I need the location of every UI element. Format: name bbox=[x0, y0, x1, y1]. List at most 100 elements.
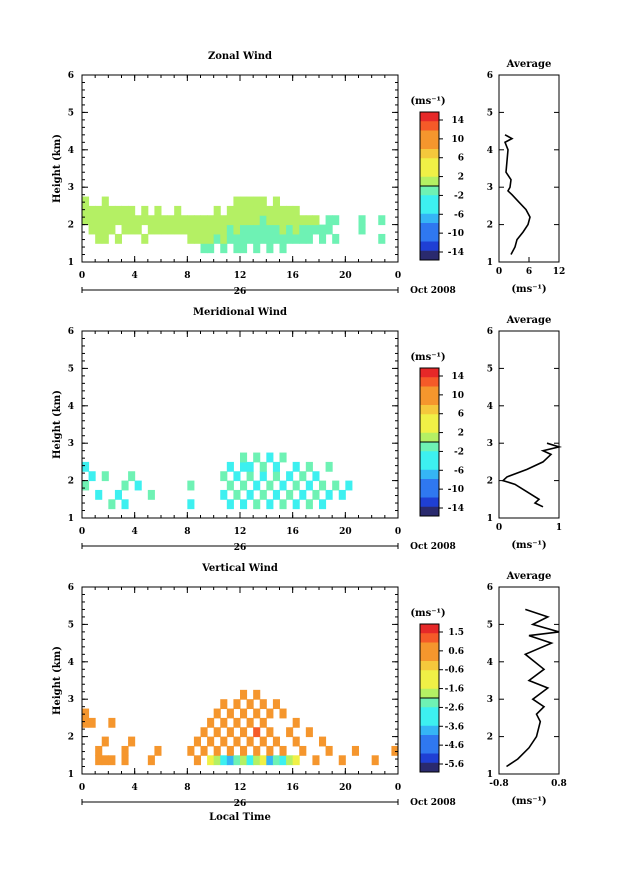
heat-cell bbox=[154, 215, 162, 226]
heat-cell bbox=[193, 736, 201, 747]
colorbar-swatch bbox=[420, 377, 439, 387]
colorbar-swatch bbox=[420, 442, 439, 452]
average-y-tick-label: 5 bbox=[487, 364, 493, 374]
average-y-tick-label: 5 bbox=[487, 620, 493, 630]
heat-cell bbox=[82, 461, 90, 472]
heat-cell bbox=[200, 215, 208, 226]
heat-cell bbox=[259, 224, 267, 235]
heat-cell bbox=[108, 215, 116, 226]
heat-cell bbox=[174, 205, 182, 216]
x-tick-label: 8 bbox=[184, 271, 190, 281]
heat-cell bbox=[259, 717, 267, 728]
average-x-tick-label: 6 bbox=[526, 267, 532, 277]
heat-cell bbox=[253, 224, 261, 235]
heat-cell bbox=[207, 215, 215, 226]
heat-cell bbox=[220, 471, 228, 482]
average-x-tick-label: 0.8 bbox=[551, 779, 567, 789]
heat-cell bbox=[279, 708, 287, 719]
x-tick-label: 0 bbox=[395, 271, 401, 281]
heat-cell bbox=[101, 196, 109, 207]
heat-cell bbox=[233, 717, 241, 728]
heat-cell bbox=[266, 205, 274, 216]
heat-cell bbox=[121, 755, 129, 766]
heat-cell bbox=[305, 480, 313, 491]
average-y-tick-label: 4 bbox=[487, 146, 493, 156]
heat-cell bbox=[253, 215, 261, 226]
heat-cell bbox=[114, 489, 122, 500]
heat-cell bbox=[108, 717, 116, 728]
heat-cell bbox=[272, 471, 280, 482]
colorbar-tick-label: -0.6 bbox=[445, 666, 464, 676]
colorbar-swatch bbox=[420, 633, 439, 643]
heat-cell bbox=[213, 224, 221, 235]
x-tick-label: 20 bbox=[339, 527, 352, 537]
heat-cell bbox=[259, 215, 267, 226]
heat-cell bbox=[319, 224, 327, 235]
heat-cell bbox=[180, 224, 188, 235]
colorbar-tick-label: -10 bbox=[448, 229, 464, 239]
y-tick-label: 2 bbox=[68, 221, 74, 231]
average-y-tick-label: 4 bbox=[487, 402, 493, 412]
colorbar-swatch bbox=[420, 414, 439, 424]
heat-cell bbox=[101, 233, 109, 244]
heat-cell bbox=[266, 708, 274, 719]
colorbar-swatch bbox=[420, 670, 439, 680]
average-frame bbox=[498, 586, 560, 775]
colorbar-swatch bbox=[420, 139, 439, 150]
heat-cell bbox=[292, 224, 300, 235]
heat-cell bbox=[108, 755, 116, 766]
x-tick-label: 4 bbox=[132, 271, 138, 281]
heat-cell bbox=[279, 215, 287, 226]
heat-cell bbox=[108, 224, 116, 235]
heat-cell bbox=[240, 755, 248, 766]
colorbar-tick-label: -14 bbox=[448, 248, 464, 258]
x-tick-label: 4 bbox=[132, 527, 138, 537]
heat-cell bbox=[305, 461, 313, 472]
panel-title: Zonal Wind bbox=[208, 51, 272, 62]
average-y-tick-label: 6 bbox=[487, 583, 493, 593]
colorbar-swatch bbox=[420, 204, 439, 215]
average-profile-line bbox=[506, 608, 560, 768]
heat-cell bbox=[279, 224, 287, 235]
heat-cell bbox=[286, 489, 294, 500]
heat-cell bbox=[240, 727, 248, 738]
colorbar-tick-label: 6 bbox=[458, 154, 464, 164]
x-tick-label: 0 bbox=[79, 527, 85, 537]
heat-cell bbox=[114, 215, 122, 226]
heat-cell bbox=[286, 727, 294, 738]
heat-cell bbox=[193, 233, 201, 244]
heat-cell bbox=[82, 196, 90, 207]
heat-cell bbox=[220, 224, 228, 235]
heat-cell bbox=[240, 480, 248, 491]
heat-cell bbox=[200, 224, 208, 235]
heat-cell bbox=[207, 736, 215, 747]
heat-cell bbox=[95, 205, 103, 216]
heat-cell bbox=[240, 205, 248, 216]
y-tick-label: 2 bbox=[68, 733, 74, 743]
heat-cell bbox=[246, 461, 254, 472]
heat-cell bbox=[305, 215, 313, 226]
heat-cell bbox=[207, 243, 215, 254]
colorbar-tick-label: 10 bbox=[451, 135, 464, 145]
heat-cell bbox=[266, 233, 274, 244]
heat-cell bbox=[259, 205, 267, 216]
average-x-tick-label: -0.8 bbox=[489, 779, 508, 789]
heat-cell bbox=[292, 717, 300, 728]
heat-cell bbox=[312, 755, 320, 766]
heat-cell bbox=[378, 233, 386, 244]
heat-cell bbox=[233, 243, 241, 254]
x-tick-label: 0 bbox=[79, 783, 85, 793]
heat-cell bbox=[207, 233, 215, 244]
y-axis-label: Height (km) bbox=[52, 390, 63, 459]
colorbar-tick-label: -6 bbox=[454, 210, 464, 220]
heat-cell bbox=[246, 736, 254, 747]
colorbar-tick-label: -4.6 bbox=[445, 741, 464, 751]
heat-cell bbox=[286, 224, 294, 235]
heat-cell bbox=[95, 224, 103, 235]
colorbar-swatch bbox=[420, 497, 439, 508]
heat-cell bbox=[246, 717, 254, 728]
heat-cell bbox=[82, 708, 90, 719]
